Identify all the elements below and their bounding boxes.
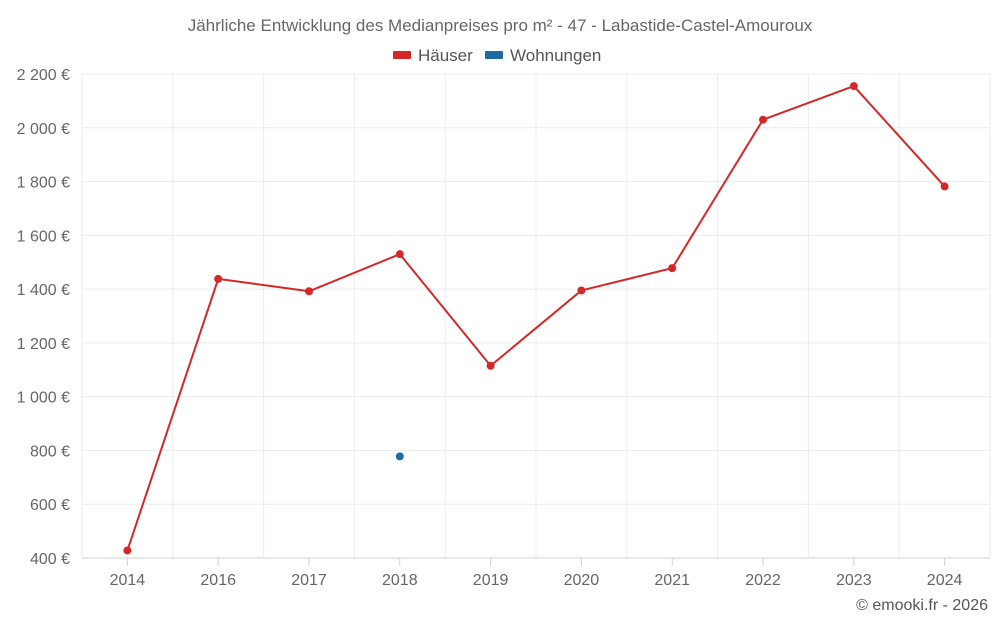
y-tick-label: 1 400 € xyxy=(17,282,70,299)
x-tick-label: 2018 xyxy=(382,572,418,589)
data-point-haeuser[interactable] xyxy=(123,546,132,555)
data-point-haeuser[interactable] xyxy=(759,115,767,124)
x-tick-label: 2020 xyxy=(564,572,600,589)
legend-item-wohnungen[interactable]: Wohnungen xyxy=(485,46,601,65)
data-point-haeuser[interactable] xyxy=(940,182,949,191)
gridlines xyxy=(81,73,991,558)
chart-title: Jährliche Entwicklung des Medianpreises … xyxy=(188,16,813,35)
y-tick-label: 1 600 € xyxy=(17,228,70,245)
y-tick-label: 2 000 € xyxy=(17,121,70,138)
legend-item-haeuser[interactable]: Häuser xyxy=(393,46,473,65)
credit-text: © emooki.fr - 2026 xyxy=(856,597,988,614)
legend-swatch-haeuser xyxy=(393,51,411,59)
data-point-wohnungen[interactable] xyxy=(395,452,404,461)
x-tick-label: 2024 xyxy=(927,572,963,589)
y-tick-label: 1 000 € xyxy=(17,390,70,407)
x-tick-label: 2021 xyxy=(654,572,690,589)
legend-swatch-wohnungen xyxy=(485,51,503,59)
x-tick-label: 2016 xyxy=(200,572,236,589)
series-line-haeuser xyxy=(126,85,946,551)
y-tick-label: 1 200 € xyxy=(17,336,70,353)
x-tick-label: 2019 xyxy=(473,572,509,589)
series xyxy=(123,82,949,555)
data-point-haeuser[interactable] xyxy=(305,287,313,296)
data-point-haeuser[interactable] xyxy=(395,250,404,259)
data-point-haeuser[interactable] xyxy=(577,286,586,295)
x-tick-label: 2023 xyxy=(836,572,872,589)
data-point-haeuser[interactable] xyxy=(668,264,677,273)
legend-label-wohnungen: Wohnungen xyxy=(510,46,601,65)
y-tick-label: 800 € xyxy=(30,443,70,460)
y-tick-label: 400 € xyxy=(30,551,70,568)
y-tick-label: 2 200 € xyxy=(17,67,70,84)
data-point-haeuser[interactable] xyxy=(486,361,495,370)
y-tick-label: 1 800 € xyxy=(17,175,70,192)
x-tick-label: 2017 xyxy=(291,572,327,589)
data-point-haeuser[interactable] xyxy=(214,274,223,283)
y-tick-label: 600 € xyxy=(30,497,70,514)
legend: Häuser Wohnungen xyxy=(393,46,601,65)
x-tick-label: 2022 xyxy=(745,572,781,589)
legend-label-haeuser: Häuser xyxy=(418,46,473,65)
data-point-haeuser[interactable] xyxy=(849,82,858,91)
axes: 400 € 600 € 800 € 1 000 € 1 200 € 1 400 € 1 60… xyxy=(17,67,990,589)
x-tick-label: 2014 xyxy=(110,572,146,589)
